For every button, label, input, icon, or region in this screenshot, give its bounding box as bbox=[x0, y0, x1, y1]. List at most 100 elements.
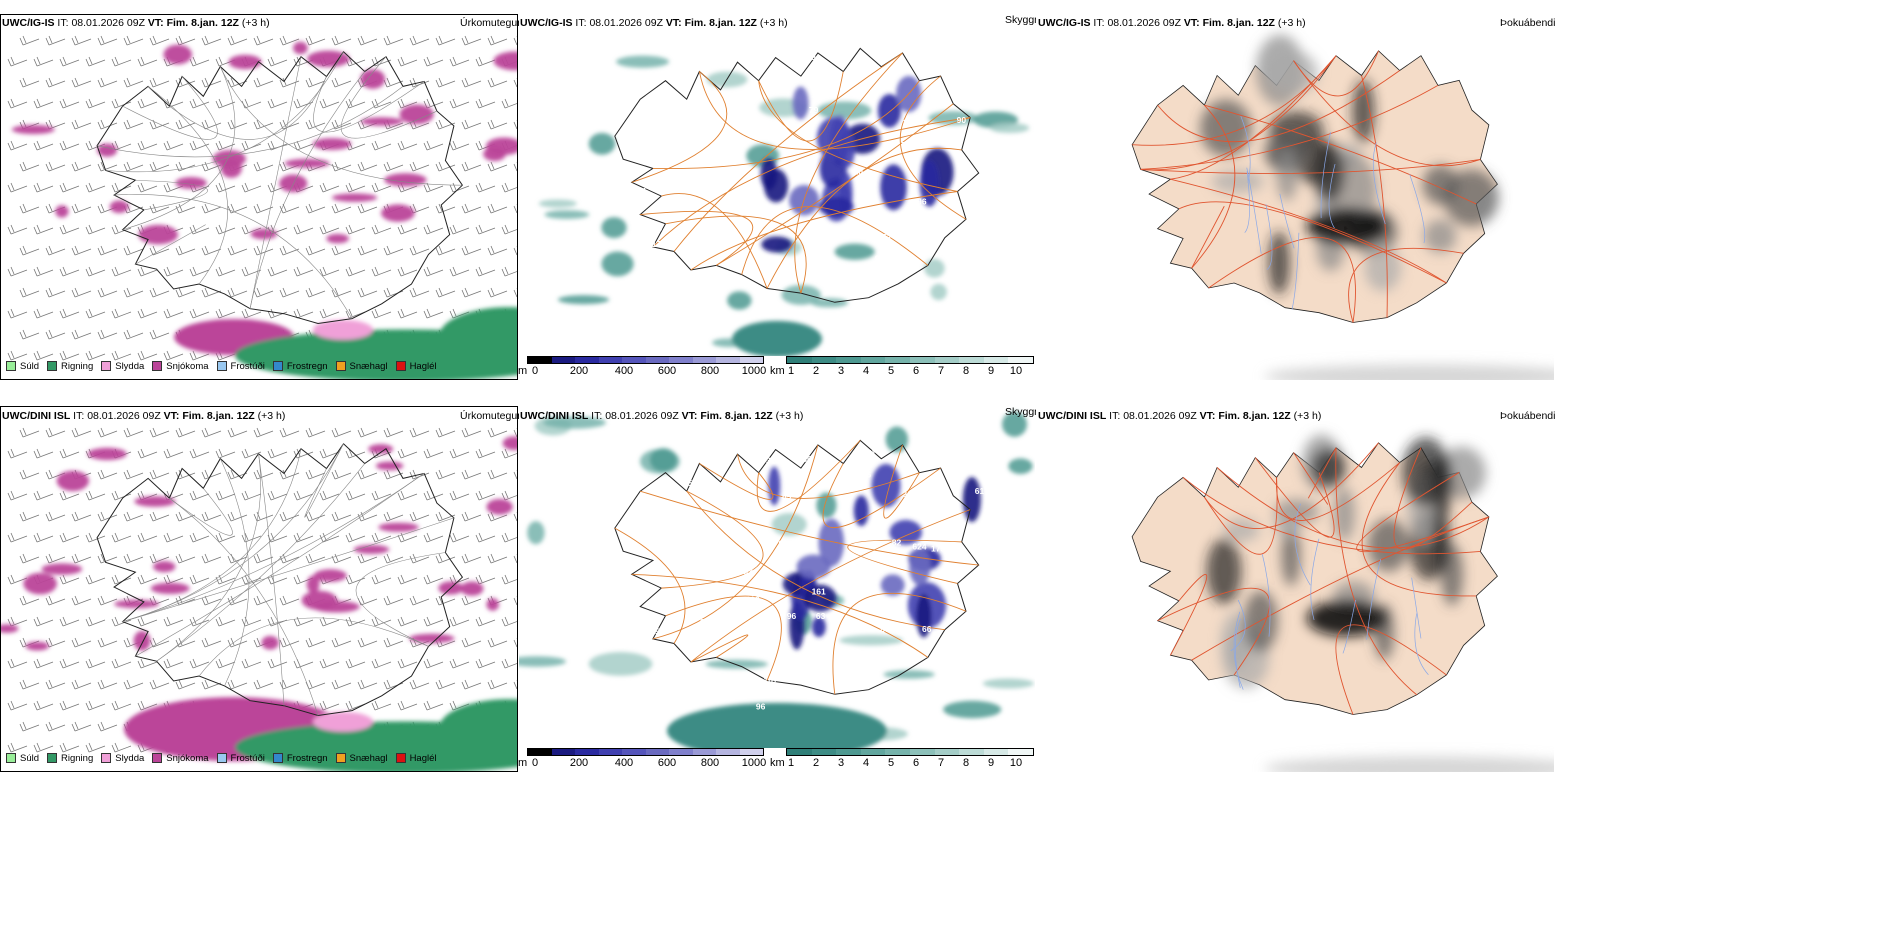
cloud-base-label: 283 bbox=[700, 617, 714, 627]
cloud-base-label: 161 bbox=[812, 587, 826, 597]
cloud-base-label: 96 bbox=[917, 197, 927, 207]
field-name-dini-precip: Úrkomutegund bbox=[460, 410, 529, 422]
title-ig-visibility: UWC/IG-IS IT: 08.01.2026 09Z VT: Fim. 8.… bbox=[520, 17, 788, 29]
panel-dini-visibility: 624 971 987 82 96 186 107 82 72 116 157 161 175 164 16… bbox=[519, 406, 1035, 748]
map-dini-precip bbox=[1, 427, 517, 771]
vis-bin bbox=[909, 749, 935, 755]
ceiling-tick: 600 bbox=[657, 757, 677, 769]
legend-item: Slydda bbox=[101, 753, 144, 764]
cloud-base-label: 70 bbox=[660, 508, 670, 518]
vis-tick: 3 bbox=[837, 365, 845, 377]
visibility-field bbox=[519, 411, 1034, 748]
vis-bin bbox=[1008, 357, 1033, 363]
cloud-base-label: 76 bbox=[942, 446, 952, 456]
title-ig-precip: UWC/IG-IS IT: 08.01.2026 09Z VT: Fim. 8.… bbox=[2, 17, 270, 29]
cloud-base-labels: 624 971 987 82 96 186 107 82 72 116 157 161 175 164 16… bbox=[650, 430, 994, 712]
ceiling-bar bbox=[527, 356, 764, 364]
ceiling-tick: 400 bbox=[614, 365, 634, 377]
title-dini-visibility: UWC/DINI ISL IT: 08.01.2026 09Z VT: Fim.… bbox=[520, 410, 804, 422]
ceiling-tick: 200 bbox=[569, 365, 589, 377]
ceiling-bin bbox=[575, 357, 599, 363]
legend-item: Snjókoma bbox=[152, 753, 209, 764]
title-dini-precip: UWC/DINI ISL IT: 08.01.2026 09Z VT: Fim.… bbox=[2, 410, 286, 422]
ceiling-bin bbox=[528, 749, 552, 755]
cloud-base-label: 175 bbox=[652, 239, 666, 249]
map-ig-visibility: 96 94 90 173 23 86 99 10 52 99 64 175 75 79 26 244 309 64… bbox=[538, 47, 1030, 356]
ceiling-bin bbox=[716, 749, 740, 755]
cloud-base-label: 87 bbox=[880, 624, 890, 634]
cloud-base-label: 72 bbox=[683, 701, 693, 711]
map-dini-visibility: 624 971 987 82 96 186 107 82 72 116 157 161 175 164 16… bbox=[519, 411, 1034, 748]
panel-ig-precip-type bbox=[0, 14, 518, 380]
vis-bin bbox=[959, 749, 984, 755]
vis-bin bbox=[1008, 749, 1033, 755]
vis-bin bbox=[811, 357, 837, 363]
ceiling-colorbar-dini: m 0 200 400 600 800 1000 bbox=[518, 748, 766, 770]
cloud-base-label: 971 bbox=[862, 448, 876, 458]
map-ig-precip bbox=[7, 35, 517, 379]
visibility-colorbar-ig: km 1 2 3 4 5 6 7 8 9 10 bbox=[770, 356, 1034, 378]
field-name-dini-visibility: Skyggni bbox=[1005, 406, 1043, 418]
cloud-base-field bbox=[760, 75, 954, 253]
visibility-bar bbox=[786, 748, 1034, 756]
cloud-base-label: 90 bbox=[957, 115, 967, 125]
cloud-base-label: 94 bbox=[637, 186, 647, 196]
cloud-base-label: 166 bbox=[857, 470, 871, 480]
road-network bbox=[631, 52, 971, 294]
legend-item: Rigning bbox=[47, 361, 93, 372]
cloud-base-label: 107 bbox=[980, 466, 994, 476]
cloud-base-label: 107 bbox=[763, 675, 777, 685]
ceiling-bin bbox=[575, 749, 599, 755]
cloud-base-label: 79 bbox=[809, 105, 819, 115]
title-ig-fog: UWC/IG-IS IT: 08.01.2026 09Z VT: Fim. 8.… bbox=[1038, 17, 1306, 29]
field-name-ig-fog: Þokuábendi bbox=[1500, 17, 1556, 29]
vis-bin bbox=[959, 357, 984, 363]
road-network bbox=[1132, 50, 1481, 323]
visibility-field bbox=[538, 55, 1030, 356]
wind-barbs bbox=[7, 35, 517, 361]
ceiling-tick: 1000 bbox=[741, 365, 767, 377]
vis-tick: 8 bbox=[962, 757, 970, 769]
cloud-base-labels: 96 94 90 173 23 86 99 10 52 99 64 175 75 79 26 244 309 64… bbox=[637, 48, 984, 263]
precip-blobs bbox=[1, 436, 517, 771]
vis-bin bbox=[836, 749, 861, 755]
title-dini-fog: UWC/DINI ISL IT: 08.01.2026 09Z VT: Fim.… bbox=[1038, 410, 1322, 422]
cloud-base-label: 624 bbox=[912, 541, 926, 551]
panel-ig-fog bbox=[1036, 14, 1554, 380]
vis-bin bbox=[885, 749, 910, 755]
cloud-base-label: 59 bbox=[688, 478, 698, 488]
panel-dini-fog bbox=[1036, 406, 1554, 772]
cloud-base-label: 10 bbox=[854, 167, 864, 177]
vis-tick: 3 bbox=[837, 757, 845, 769]
vis-tick: 9 bbox=[987, 757, 995, 769]
visibility-bar bbox=[786, 356, 1034, 364]
vis-bin bbox=[983, 749, 1009, 755]
cloud-base-label: 96 bbox=[787, 611, 797, 621]
ceiling-tick: 800 bbox=[700, 757, 720, 769]
cloud-base-label: 75 bbox=[901, 140, 911, 150]
vis-bin bbox=[909, 357, 935, 363]
legend-item: Haglél bbox=[395, 753, 437, 764]
ceiling-bin bbox=[528, 357, 552, 363]
cloud-base-label: 66 bbox=[922, 624, 932, 634]
legend-item: Frostregn bbox=[272, 361, 328, 372]
ceiling-bin bbox=[598, 357, 622, 363]
cloud-base-label: 86 bbox=[653, 223, 663, 233]
ceiling-unit: m bbox=[518, 365, 528, 377]
field-name-ig-precip: Úrkomutegund bbox=[460, 17, 529, 29]
legend-item: Snjókoma bbox=[152, 361, 209, 372]
cloud-base-label: 53 bbox=[873, 48, 883, 58]
cloud-base-field bbox=[768, 463, 981, 650]
cloud-base-label: 987 bbox=[779, 539, 793, 549]
ceiling-unit: m bbox=[518, 757, 528, 769]
ceiling-bin bbox=[669, 357, 693, 363]
legend-item: Rigning bbox=[47, 753, 93, 764]
vis-tick: 1 bbox=[787, 757, 795, 769]
roads bbox=[122, 443, 455, 716]
vis-tick: 6 bbox=[912, 365, 920, 377]
vis-tick: 5 bbox=[887, 365, 895, 377]
vis-bin bbox=[811, 749, 837, 755]
vis-bin bbox=[836, 357, 861, 363]
vis-bin bbox=[934, 749, 960, 755]
ceiling-bin bbox=[669, 749, 693, 755]
